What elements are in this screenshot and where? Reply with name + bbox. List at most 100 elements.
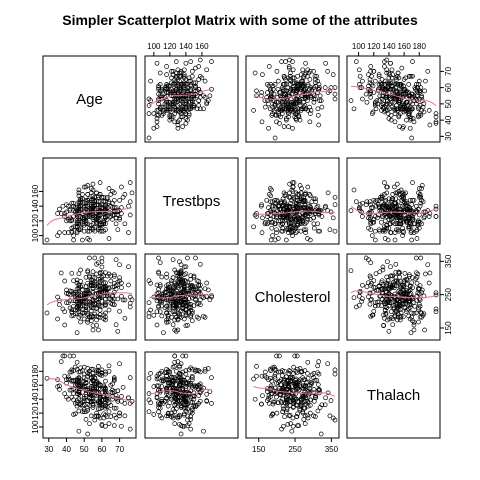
scatter-point — [65, 300, 71, 306]
scatter-point — [301, 227, 307, 233]
scatter-point — [369, 111, 375, 116]
scatter-point — [275, 236, 281, 241]
scatter-point — [267, 366, 273, 372]
scatter-point — [285, 421, 291, 427]
scatter-point — [409, 228, 415, 234]
scatter-point — [57, 206, 62, 212]
scatter-point — [363, 91, 369, 97]
scatter-point — [161, 376, 166, 382]
scatter-point — [111, 273, 117, 279]
scatter-point — [164, 274, 169, 280]
scatter-point — [103, 387, 108, 392]
scatter-point — [170, 322, 176, 328]
scatter-point — [414, 274, 420, 280]
y-tick-label-thalach: 160 — [31, 378, 40, 392]
scatter-point — [416, 225, 422, 231]
scatter-point — [396, 112, 402, 118]
scatter-point — [311, 69, 316, 74]
y-tick-label-thalach: 100 — [31, 420, 40, 434]
scatter-point — [127, 304, 133, 310]
scatter-point — [87, 273, 92, 279]
scatter-point — [186, 421, 192, 426]
panel-frame — [245, 157, 340, 245]
scatter-point — [405, 215, 411, 221]
scatter-point — [106, 186, 112, 191]
scatter-point — [181, 86, 187, 92]
scatter-point — [96, 364, 101, 369]
scatter-point — [115, 296, 121, 302]
scatter-point — [113, 322, 119, 328]
scatter-point — [146, 103, 152, 108]
scatter-point — [382, 108, 388, 113]
scatter-point — [191, 273, 197, 279]
scatter-point — [83, 417, 89, 422]
scatter-point — [290, 225, 296, 231]
scatter-point — [103, 209, 108, 215]
scatter-point — [392, 237, 398, 243]
scatter-point — [101, 221, 107, 227]
scatter-point — [57, 387, 62, 392]
scatter-point — [407, 197, 413, 203]
scatter-point — [126, 203, 131, 209]
scatter-point — [193, 255, 198, 261]
scatter-point — [281, 190, 287, 196]
scatter-point — [180, 302, 186, 308]
scatter-point — [76, 282, 82, 288]
panel-frame — [144, 253, 239, 341]
scatter-point — [303, 393, 308, 399]
scatter-point — [277, 90, 282, 95]
scatter-point — [315, 387, 321, 393]
scatter-point — [120, 194, 126, 200]
scatter-point — [57, 230, 62, 235]
scatter-point — [426, 108, 432, 113]
scatter-point — [69, 228, 75, 234]
scatter-point — [146, 111, 152, 116]
scatter-point — [106, 363, 112, 369]
scatter-point — [127, 375, 133, 380]
scatter-point — [280, 392, 286, 398]
scatter-point — [315, 363, 320, 369]
scatter-point — [357, 73, 363, 79]
scatter-point — [181, 412, 187, 418]
scatter-point — [316, 208, 322, 213]
scatter-point — [193, 80, 198, 86]
scatter-point — [189, 405, 195, 411]
scatter-point — [96, 215, 101, 221]
scatter-point — [317, 387, 323, 393]
scatter-point — [348, 98, 354, 103]
scatter-point — [283, 217, 289, 222]
x-tick-label-cholesterol: 150 — [252, 445, 266, 454]
scatter-point — [286, 194, 292, 200]
scatter-point — [81, 409, 87, 415]
scatter-point — [183, 106, 189, 112]
scatter-point — [269, 391, 275, 396]
scatter-point — [260, 393, 265, 399]
scatter-point — [381, 322, 386, 328]
scatter-point — [122, 221, 128, 227]
scatter-point — [311, 413, 316, 419]
scatter-point — [413, 101, 419, 107]
scatter-point — [270, 111, 275, 116]
panel-age-vs-cholesterol — [245, 55, 340, 143]
scatter-point — [400, 233, 405, 238]
scatter-point — [67, 206, 73, 212]
scatter-point — [156, 375, 161, 381]
scatter-point — [289, 428, 295, 434]
scatter-point — [161, 291, 166, 297]
scatter-point — [297, 407, 303, 413]
scatter-point — [360, 200, 365, 206]
scatter-point — [159, 86, 165, 92]
scatter-point — [388, 117, 394, 123]
scatter-point — [173, 305, 179, 311]
scatter-point — [58, 211, 64, 216]
scatter-point — [251, 108, 256, 113]
scatter-point — [167, 385, 173, 391]
scatter-point — [259, 202, 264, 208]
scatter-point — [305, 209, 310, 215]
scatter-point — [279, 59, 284, 64]
scatter-point — [165, 319, 171, 325]
scatter-point — [267, 186, 273, 191]
scatter-point — [189, 384, 195, 390]
scatter-point — [81, 215, 87, 221]
scatter-point — [189, 308, 195, 314]
